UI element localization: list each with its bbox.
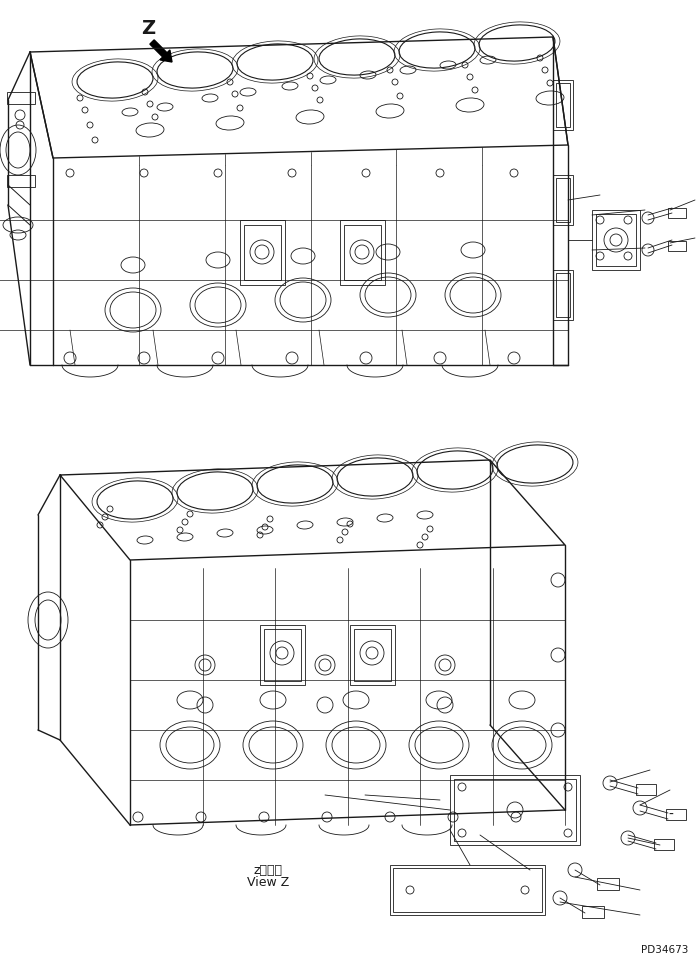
Bar bbox=[636, 784, 656, 795]
Bar bbox=[668, 241, 686, 251]
Bar bbox=[340, 220, 385, 285]
Bar bbox=[7, 175, 35, 187]
Text: -: - bbox=[668, 808, 673, 822]
Bar bbox=[454, 779, 576, 841]
Text: PD34673: PD34673 bbox=[640, 945, 688, 955]
Bar bbox=[393, 868, 542, 912]
Bar bbox=[553, 270, 573, 320]
Bar bbox=[596, 214, 636, 266]
Bar bbox=[582, 906, 604, 918]
Bar bbox=[553, 175, 573, 225]
Bar bbox=[240, 220, 285, 285]
Bar bbox=[7, 92, 35, 104]
Bar bbox=[244, 225, 281, 280]
Bar bbox=[654, 839, 674, 850]
Bar bbox=[264, 629, 301, 681]
FancyArrow shape bbox=[150, 40, 172, 62]
Text: Z: Z bbox=[141, 18, 155, 37]
Text: z　　視: z 視 bbox=[253, 863, 283, 876]
Bar bbox=[450, 775, 580, 845]
Bar bbox=[592, 210, 640, 270]
Bar bbox=[350, 625, 395, 685]
Bar bbox=[556, 178, 570, 222]
Bar bbox=[666, 809, 686, 820]
Text: View Z: View Z bbox=[247, 876, 289, 889]
Bar bbox=[668, 208, 686, 218]
Bar bbox=[553, 80, 573, 130]
Bar bbox=[597, 878, 619, 890]
Bar bbox=[344, 225, 381, 280]
Bar bbox=[556, 83, 570, 127]
Bar bbox=[556, 273, 570, 317]
Bar bbox=[260, 625, 305, 685]
Bar bbox=[354, 629, 391, 681]
Bar bbox=[390, 865, 545, 915]
